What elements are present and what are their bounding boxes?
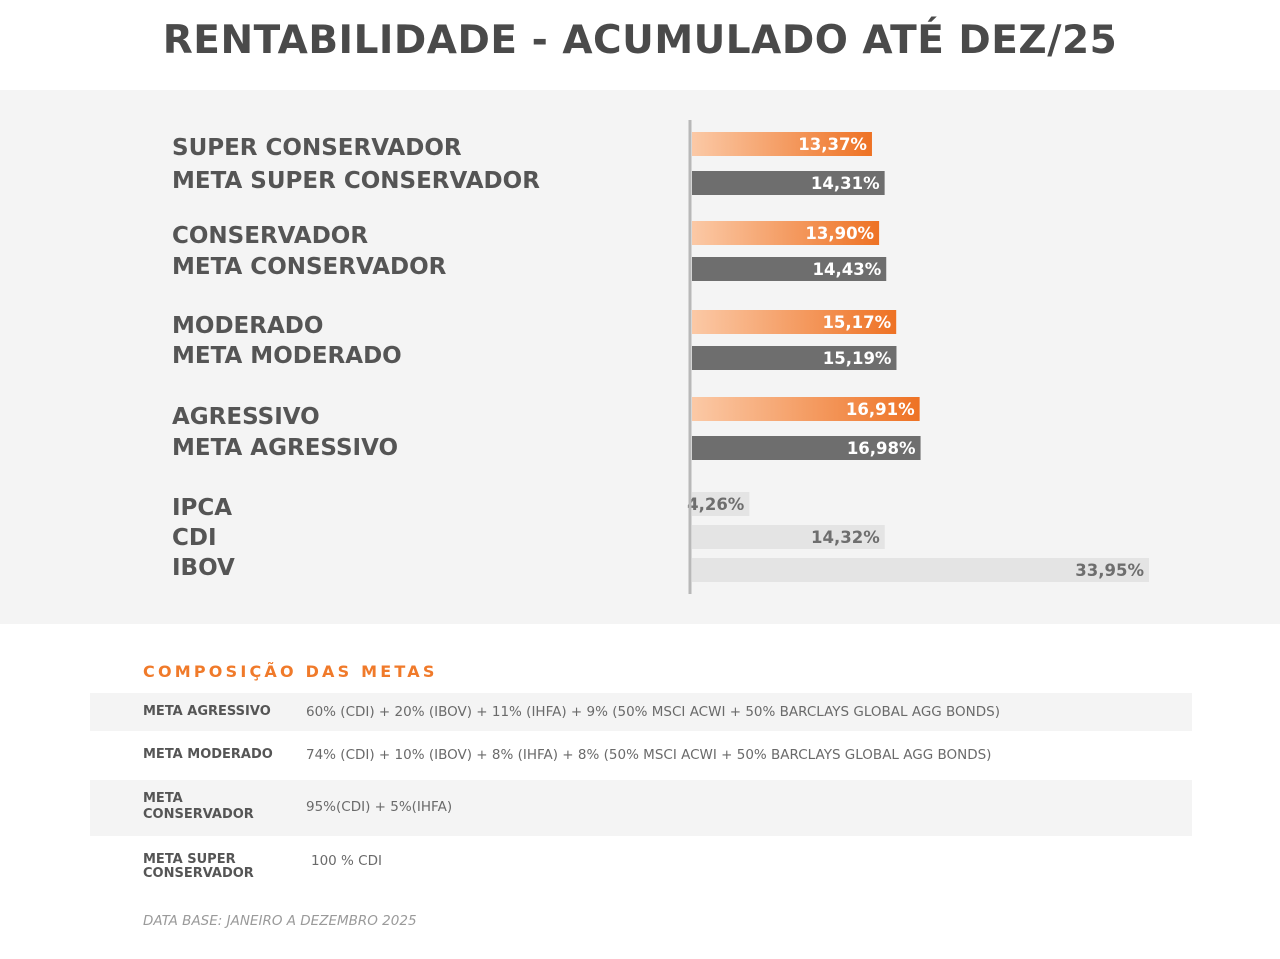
composition-row-meta-agressivo: META AGRESSIVO 60% (CDI) + 20% (IBOV) + … [90,693,1192,731]
composition-section-title: COMPOSIÇÃO DAS METAS [143,662,438,681]
composition-row-meta-super-conservador: META SUPER CONSERVADOR 100 % CDI [90,842,1192,892]
category-label-agressivo: AGRESSIVO [172,404,320,430]
composition-value: 60% (CDI) + 20% (IBOV) + 11% (IHFA) + 9%… [306,704,1001,720]
bar-meta-super-conservador [692,171,885,195]
value-label-agressivo: 16,91% [846,400,915,419]
category-label-meta-conservador: META CONSERVADOR [172,254,447,280]
composition-row-meta-conservador: META CONSERVADOR 95%(CDI) + 5%(IHFA) [90,780,1192,836]
value-label-ipca: 4,26% [687,495,745,514]
page-title: RENTABILIDADE - ACUMULADO ATÉ DEZ/25 [162,18,1118,63]
value-label-super-conservador: 13,37% [798,135,867,154]
bar-cdi [692,525,885,549]
bar-meta-moderado [692,346,897,370]
composition-label: META SUPER CONSERVADOR [143,852,254,881]
composition-label: META MODERADO [143,747,273,762]
value-label-cdi: 14,32% [811,528,880,547]
composition-row-meta-moderado: META MODERADO 74% (CDI) + 10% (IBOV) + 8… [90,735,1192,775]
value-label-moderado: 15,17% [822,313,891,332]
composition-label: META CONSERVADOR [143,791,254,822]
category-label-meta-super-conservador: META SUPER CONSERVADOR [172,168,540,194]
category-label-meta-agressivo: META AGRESSIVO [172,435,398,461]
returns-bar-chart: SUPER CONSERVADOR 13,37% META SUPER CONSER… [172,120,1149,594]
category-label-ipca: IPCA [172,495,232,521]
value-label-meta-conservador: 14,43% [813,260,882,279]
value-label-meta-super-conservador: 14,31% [811,174,880,193]
bar-conservador [692,221,880,245]
composition-value: 74% (CDI) + 10% (IBOV) + 8% (IHFA) + 8% … [306,747,992,763]
category-label-cdi: CDI [172,525,217,551]
chart-panel: SUPER CONSERVADOR 13,37% META SUPER CONSER… [0,90,1280,624]
category-label-ibov: IBOV [172,555,235,581]
bar-ipca [692,492,750,516]
value-label-meta-agressivo: 16,98% [847,439,916,458]
bar-ibov [692,558,1149,582]
bar-super-conservador [692,132,872,156]
value-label-ibov: 33,95% [1075,561,1144,580]
category-label-meta-moderado: META MODERADO [172,343,402,369]
category-label-conservador: CONSERVADOR [172,223,368,249]
bar-agressivo [692,397,920,421]
bar-moderado [692,310,897,334]
composition-label: META AGRESSIVO [143,704,271,719]
bar-meta-conservador [692,257,887,281]
composition-value: 100 % CDI [311,853,382,869]
data-base-footnote: DATA BASE: JANEIRO A DEZEMBRO 2025 [143,913,417,929]
value-label-conservador: 13,90% [805,224,874,243]
bar-meta-agressivo [692,436,921,460]
value-label-meta-moderado: 15,19% [823,349,892,368]
composition-value: 95%(CDI) + 5%(IHFA) [306,799,453,815]
category-label-moderado: MODERADO [172,313,323,339]
category-label-super-conservador: SUPER CONSERVADOR [172,135,462,161]
